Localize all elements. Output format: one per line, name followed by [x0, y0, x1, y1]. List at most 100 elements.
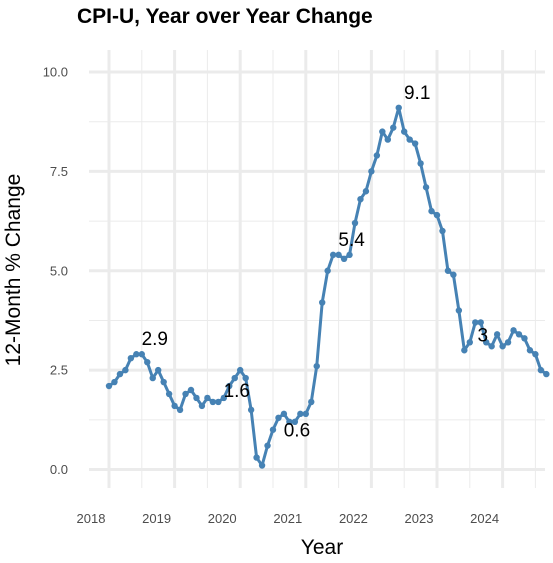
data-point — [313, 362, 320, 370]
data-point — [193, 394, 200, 402]
data-point — [417, 160, 424, 167]
data-point — [515, 331, 523, 338]
x-tick-label: 2019 — [142, 511, 171, 526]
data-point — [215, 398, 222, 406]
data-label: 0.6 — [284, 421, 310, 442]
x-axis-title: Year — [301, 536, 343, 559]
data-point — [384, 136, 391, 143]
data-point — [493, 331, 501, 338]
x-tick-label: 2022 — [339, 511, 368, 526]
data-point — [275, 414, 282, 422]
data-point — [116, 370, 124, 378]
data-point — [422, 184, 430, 191]
data-point — [461, 347, 468, 354]
data-point — [144, 358, 151, 366]
data-point — [532, 351, 539, 358]
x-tick-label: 2023 — [405, 511, 434, 526]
y-axis-title: 12-Month % Change — [2, 174, 25, 367]
data-point — [521, 335, 528, 342]
data-point — [477, 319, 484, 326]
data-point — [362, 188, 370, 195]
data-point — [280, 410, 288, 418]
data-point — [373, 152, 381, 159]
data-point — [466, 339, 473, 346]
data-point — [209, 398, 217, 406]
data-point — [488, 343, 495, 350]
data-point — [483, 339, 490, 346]
y-tick-label: 5.0 — [50, 263, 68, 278]
data-label: 9.1 — [404, 83, 430, 104]
data-point — [357, 196, 364, 203]
data-label: 5.4 — [338, 230, 365, 251]
points-layer — [105, 104, 550, 469]
data-label: 1.6 — [224, 381, 250, 402]
data-point — [171, 402, 178, 410]
data-point — [242, 374, 249, 382]
data-point — [526, 347, 534, 354]
data-point — [335, 251, 342, 259]
data-point — [231, 374, 238, 382]
data-point — [543, 370, 550, 378]
data-point — [537, 366, 545, 374]
y-tick-label: 2.5 — [50, 363, 68, 378]
data-point — [499, 343, 506, 350]
data-point — [182, 390, 189, 398]
data-point — [433, 211, 441, 219]
data-point — [127, 355, 135, 362]
data-point — [472, 319, 479, 326]
data-point — [439, 227, 446, 235]
data-point — [226, 382, 233, 390]
data-point — [291, 418, 299, 425]
y-tick-label: 10.0 — [43, 65, 68, 80]
data-point — [198, 402, 206, 410]
data-point — [390, 124, 397, 131]
data-point — [406, 136, 413, 143]
data-point — [204, 394, 211, 402]
chart-title: CPI-U, Year over Year Change — [77, 5, 373, 28]
data-point — [319, 299, 326, 306]
data-point — [286, 418, 293, 425]
annotations-layer: 2.91.60.65.49.133 — [142, 83, 489, 442]
x-tick-label: 2020 — [208, 511, 237, 526]
data-point — [329, 251, 337, 259]
data-point — [444, 267, 452, 274]
data-point — [105, 382, 113, 390]
data-point — [253, 454, 260, 461]
data-point — [187, 386, 195, 394]
x-tick-label: 2021 — [273, 511, 302, 526]
data-point — [220, 394, 227, 402]
data-point — [401, 128, 408, 135]
data-point — [138, 351, 145, 358]
data-label: 3 — [478, 325, 489, 346]
data-point — [258, 462, 266, 469]
data-point — [176, 406, 184, 414]
x-ticks: 2018 2019 2020 2021 2022 2023 2024 — [77, 511, 500, 526]
data-point — [504, 339, 512, 346]
data-point — [395, 104, 402, 111]
data-point — [368, 168, 375, 175]
y-tick-label: 7.5 — [50, 164, 68, 179]
data-point — [264, 442, 271, 449]
data-point — [302, 410, 309, 418]
data-point — [122, 366, 129, 374]
data-point — [308, 398, 315, 406]
x-tick-label: 2024 — [470, 511, 499, 526]
data-point — [111, 378, 118, 386]
data-point — [340, 255, 348, 263]
data-point — [297, 410, 304, 418]
data-point — [346, 251, 353, 259]
data-point — [155, 366, 162, 374]
data-point — [237, 366, 244, 374]
data-point — [450, 271, 457, 278]
data-point — [324, 267, 331, 274]
y-ticks: 0.0 2.5 5.0 7.5 10.0 — [43, 65, 68, 478]
data-point — [428, 207, 435, 215]
y-tick-label: 0.0 — [50, 462, 68, 477]
x-tick-label: 2018 — [77, 511, 106, 526]
grid-layer — [89, 50, 545, 488]
data-point — [269, 426, 277, 433]
data-point — [510, 327, 517, 334]
data-label: 2.9 — [142, 329, 168, 350]
